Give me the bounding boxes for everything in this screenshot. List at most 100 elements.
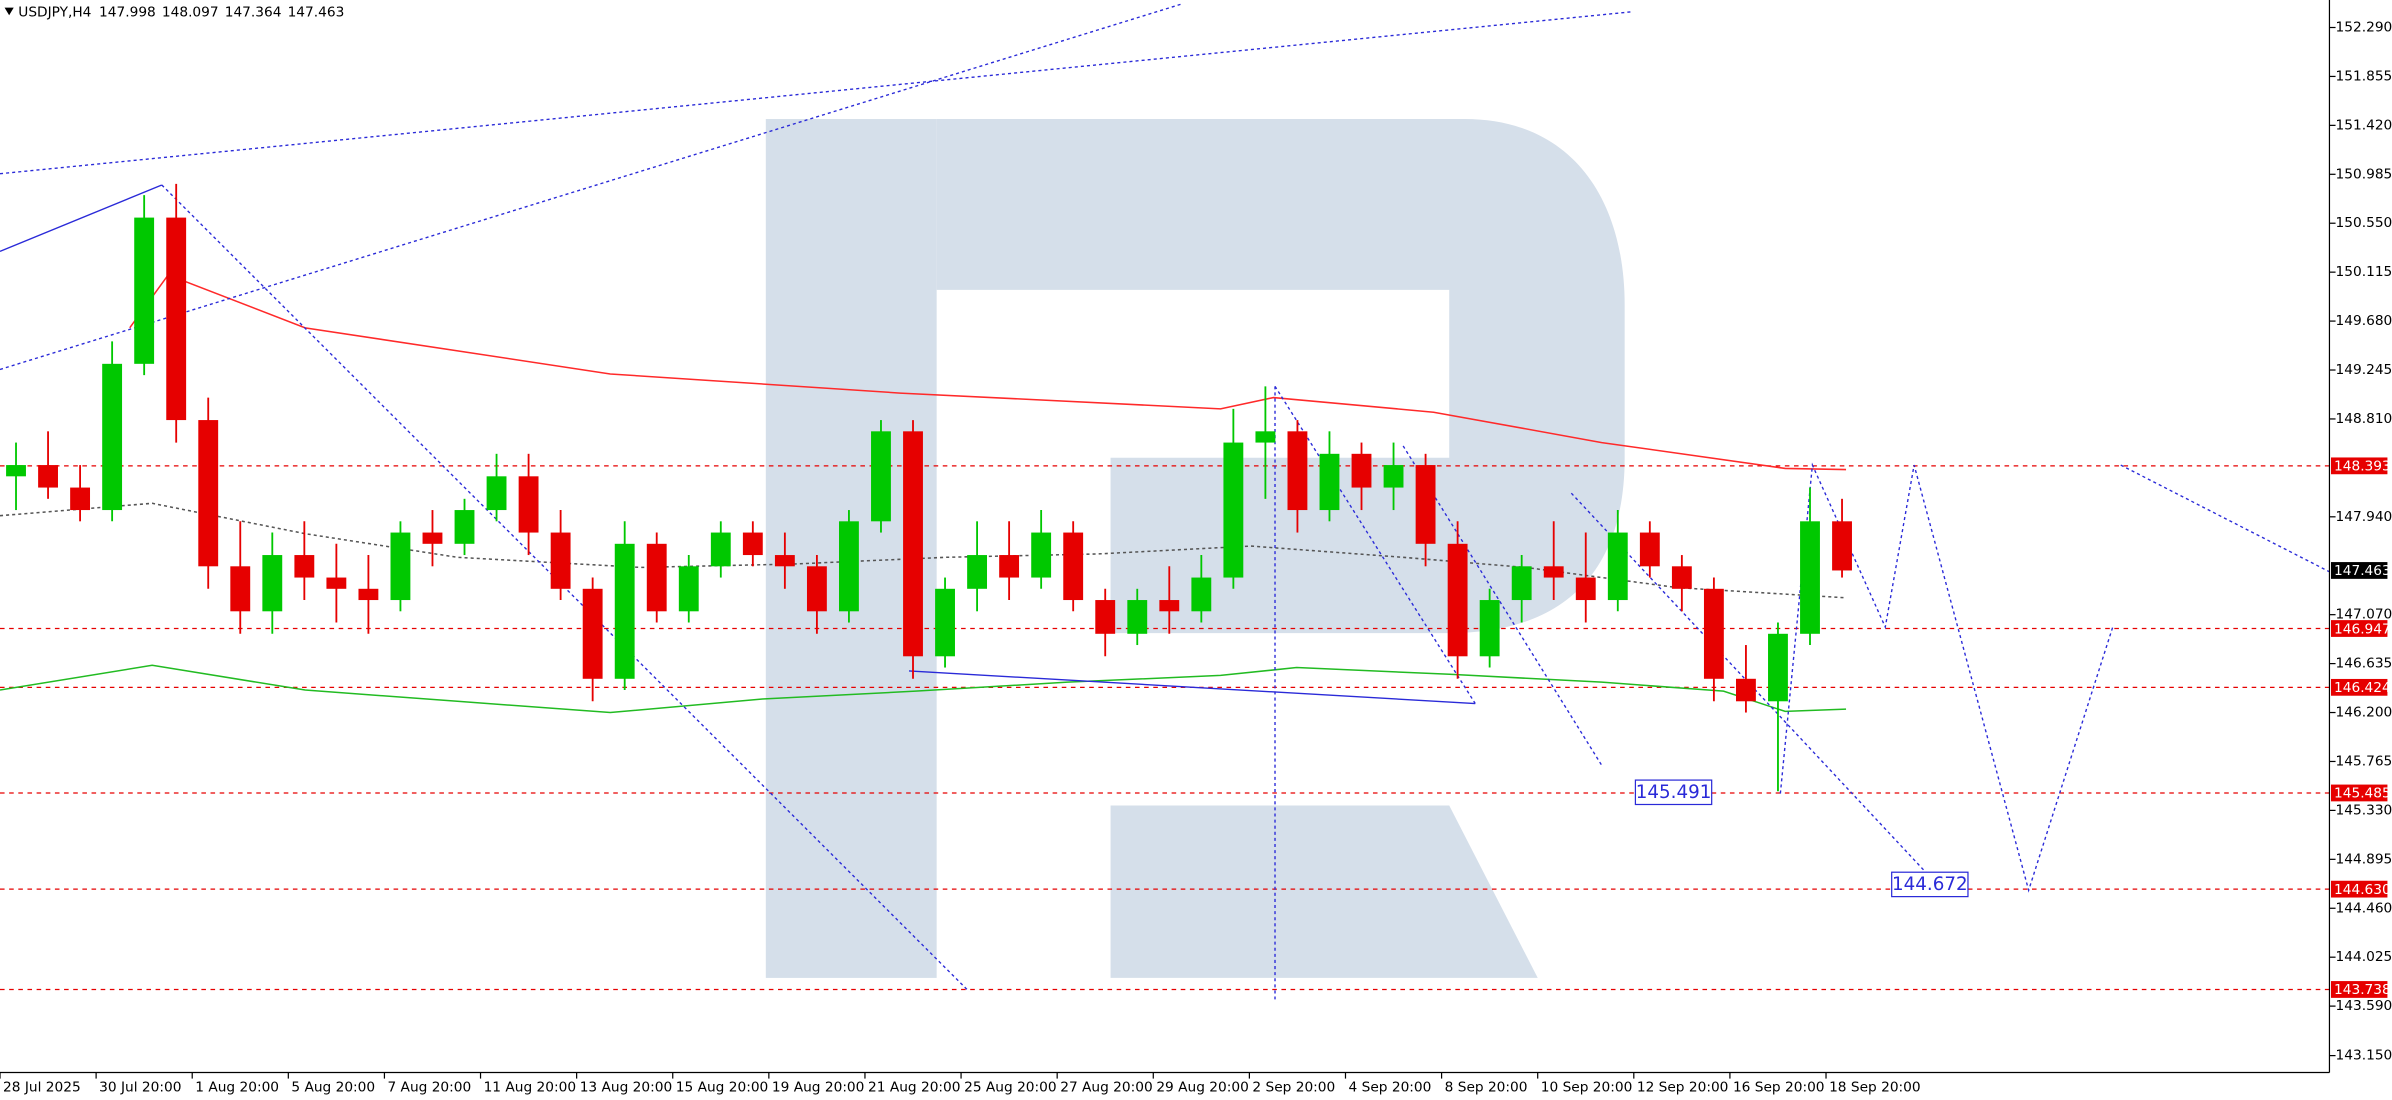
candle-body [1671, 566, 1692, 589]
y-tick-label: 148.810 [2336, 411, 2392, 427]
trend-line [1274, 385, 1476, 704]
y-tick-label: 144.460 [2336, 900, 2392, 916]
candle-body [1287, 431, 1308, 511]
candle-body [1543, 566, 1564, 578]
x-tick-label: 16 Sep 20:00 [1733, 1080, 1825, 1096]
x-tick-label: 10 Sep 20:00 [1541, 1080, 1633, 1096]
candle-body [262, 555, 283, 612]
candle-body [166, 217, 187, 421]
x-tick-label: 5 Aug 20:00 [291, 1080, 375, 1096]
candle-body [903, 431, 923, 657]
level-label: 148.393 [2334, 459, 2391, 475]
candle-body [102, 363, 123, 511]
candle-body [710, 532, 731, 567]
candle-body [774, 555, 795, 567]
x-tick-label: 18 Sep 20:00 [1829, 1080, 1921, 1096]
y-tick-label: 146.635 [2336, 656, 2392, 672]
trend-line [1570, 492, 1938, 886]
y-tick-label: 145.765 [2336, 753, 2392, 769]
candle-body [326, 577, 347, 589]
candle-body [839, 521, 859, 612]
candle-body [871, 431, 891, 522]
y-tick-label: 144.025 [2336, 949, 2392, 965]
y-tick-label: 150.550 [2336, 215, 2392, 231]
y-tick-label: 149.680 [2336, 313, 2392, 329]
y-tick-label: 146.200 [2336, 705, 2392, 721]
candle-body [486, 476, 507, 511]
candle-body [806, 566, 827, 612]
candle-body [1191, 577, 1212, 612]
x-tick-label: 1 Aug 20:00 [195, 1080, 279, 1096]
candle-body [742, 532, 763, 556]
candle-body [1351, 453, 1372, 488]
candle-body [1511, 566, 1532, 601]
level-label: 145.485 [2334, 786, 2391, 802]
trend-line [1779, 462, 2114, 893]
x-tick-label: 28 Jul 2025 [3, 1080, 81, 1096]
current-price-tag [2330, 562, 2388, 579]
candle-body [1575, 577, 1596, 601]
y-tick-label: 149.245 [2336, 362, 2392, 378]
header: USDJPY,H4 147.998 148.097 147.364 147.463 [18, 4, 344, 20]
time-axis-bg [0, 1072, 2330, 1100]
candle-body [1607, 532, 1628, 601]
trend-line [0, 3, 1183, 371]
x-tick-label: 27 Aug 20:00 [1060, 1080, 1153, 1096]
level-label: 143.738 [2334, 982, 2391, 998]
y-tick-label: 151.420 [2336, 117, 2392, 133]
candle-body [1447, 543, 1468, 657]
trend-line [908, 670, 1476, 705]
trend-line [0, 11, 1633, 175]
header-close: 147.463 [288, 4, 345, 20]
y-tick-label: 147.070 [2336, 607, 2392, 623]
level-tag [2330, 678, 2388, 696]
x-tick-label: 8 Sep 20:00 [1445, 1080, 1528, 1096]
y-tick-label: 150.115 [2336, 264, 2392, 280]
x-tick-label: 15 Aug 20:00 [676, 1080, 769, 1096]
y-tick-label: 143.590 [2336, 998, 2392, 1014]
watermark-bowl [936, 119, 1625, 634]
level-tag [2330, 457, 2388, 475]
indicator-line [0, 664, 1847, 714]
x-tick-label: 12 Sep 20:00 [1637, 1080, 1729, 1096]
header-arrow [4, 7, 14, 16]
annotation-label: 145.491 [1636, 782, 1712, 803]
candle-body [1735, 678, 1756, 702]
annotation-box [1634, 779, 1713, 806]
candle-body [70, 487, 91, 511]
candle-body [38, 465, 58, 488]
indicator-line [129, 274, 1847, 471]
candle-body [1415, 465, 1436, 544]
x-tick-label: 21 Aug 20:00 [868, 1080, 961, 1096]
level-label: 144.630 [2334, 882, 2391, 898]
candle-body [422, 532, 443, 544]
y-tick-label: 144.895 [2336, 851, 2392, 867]
candle-body [550, 532, 571, 589]
x-tick-label: 2 Sep 20:00 [1252, 1080, 1335, 1096]
header-high: 148.097 [162, 4, 219, 20]
candle-body [678, 566, 699, 612]
candle-body [230, 566, 251, 612]
candle-body [1223, 442, 1244, 578]
candle-body [1479, 600, 1500, 657]
x-tick-label: 7 Aug 20:00 [387, 1080, 471, 1096]
candle-body [1031, 532, 1052, 578]
y-tick-label: 152.290 [2336, 19, 2392, 35]
watermark-leg [1110, 805, 1538, 978]
price-axis-bg [2329, 0, 2392, 1100]
level-label: 146.424 [2334, 680, 2391, 696]
candle-body [1063, 532, 1084, 601]
y-tick-label: 151.855 [2336, 68, 2392, 84]
candle-body [1319, 453, 1340, 511]
candle-body [6, 465, 26, 477]
y-tick-label: 145.330 [2336, 802, 2392, 818]
trend-line [1402, 445, 1603, 766]
candle-body [1127, 600, 1148, 634]
candle-body [999, 555, 1020, 578]
candle-body [935, 588, 955, 657]
x-tick-label: 19 Aug 20:00 [772, 1080, 865, 1096]
x-tick-label: 4 Sep 20:00 [1349, 1080, 1432, 1096]
x-tick-label: 25 Aug 20:00 [964, 1080, 1057, 1096]
